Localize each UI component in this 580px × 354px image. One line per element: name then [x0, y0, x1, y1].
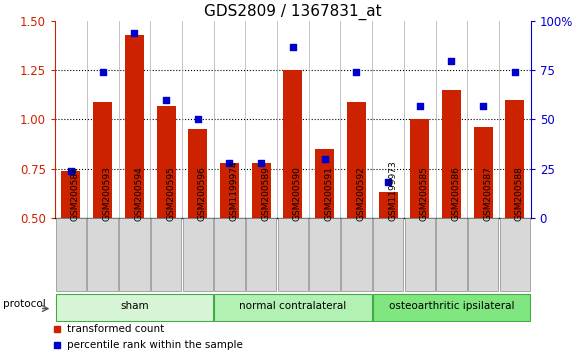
Text: GSM1199973: GSM1199973	[388, 160, 397, 221]
FancyBboxPatch shape	[214, 293, 372, 321]
Text: protocol: protocol	[3, 299, 45, 309]
Point	[161, 97, 171, 103]
Text: GSM200587: GSM200587	[483, 166, 492, 221]
Text: GSM200596: GSM200596	[198, 166, 207, 221]
FancyBboxPatch shape	[278, 218, 308, 291]
Text: GSM200588: GSM200588	[515, 166, 524, 221]
Point	[130, 30, 139, 36]
Text: GSM1199974: GSM1199974	[230, 160, 238, 221]
Title: GDS2809 / 1367831_at: GDS2809 / 1367831_at	[204, 4, 382, 20]
FancyBboxPatch shape	[373, 293, 530, 321]
Text: GSM200584: GSM200584	[71, 166, 80, 221]
FancyBboxPatch shape	[119, 218, 150, 291]
FancyBboxPatch shape	[341, 218, 372, 291]
Point	[66, 168, 75, 173]
Point	[193, 116, 202, 122]
FancyBboxPatch shape	[56, 218, 86, 291]
Point	[98, 69, 107, 75]
FancyBboxPatch shape	[373, 218, 403, 291]
Bar	[315, 149, 334, 218]
Text: GSM200595: GSM200595	[166, 166, 175, 221]
Point	[510, 69, 520, 75]
Text: osteoarthritic ipsilateral: osteoarthritic ipsilateral	[389, 302, 514, 312]
Text: GSM200594: GSM200594	[135, 166, 143, 221]
Bar	[474, 127, 492, 218]
Bar	[93, 102, 112, 218]
Text: sham: sham	[120, 302, 148, 312]
Text: GSM200592: GSM200592	[356, 166, 365, 221]
Point	[415, 103, 425, 109]
Bar	[505, 100, 524, 218]
FancyBboxPatch shape	[309, 218, 340, 291]
FancyBboxPatch shape	[499, 218, 530, 291]
Text: GSM200589: GSM200589	[261, 166, 270, 221]
Bar	[252, 163, 271, 218]
Point	[351, 69, 361, 75]
Point	[447, 58, 456, 63]
Point	[256, 160, 266, 166]
FancyBboxPatch shape	[214, 218, 245, 291]
FancyBboxPatch shape	[88, 218, 118, 291]
Bar	[284, 70, 302, 218]
Bar	[61, 171, 81, 218]
Bar	[220, 163, 239, 218]
Point	[478, 103, 488, 109]
Point	[383, 179, 393, 185]
Text: GSM200590: GSM200590	[293, 166, 302, 221]
Point	[288, 44, 298, 50]
FancyBboxPatch shape	[436, 218, 467, 291]
Text: GSM200593: GSM200593	[103, 166, 112, 221]
Text: percentile rank within the sample: percentile rank within the sample	[67, 340, 243, 350]
FancyBboxPatch shape	[246, 218, 277, 291]
Point	[320, 156, 329, 161]
FancyBboxPatch shape	[183, 218, 213, 291]
Bar	[347, 102, 366, 218]
Text: GSM200586: GSM200586	[451, 166, 461, 221]
FancyBboxPatch shape	[56, 293, 213, 321]
Bar	[125, 35, 144, 218]
Text: GSM200591: GSM200591	[325, 166, 333, 221]
FancyBboxPatch shape	[468, 218, 498, 291]
FancyBboxPatch shape	[404, 218, 435, 291]
Text: GSM200585: GSM200585	[420, 166, 429, 221]
Bar	[410, 119, 429, 218]
Bar	[379, 192, 397, 218]
Bar	[157, 106, 176, 218]
Bar	[188, 129, 207, 218]
Point	[225, 160, 234, 166]
Bar	[442, 90, 461, 218]
FancyBboxPatch shape	[151, 218, 182, 291]
Text: transformed count: transformed count	[67, 324, 164, 334]
Text: normal contralateral: normal contralateral	[240, 302, 346, 312]
